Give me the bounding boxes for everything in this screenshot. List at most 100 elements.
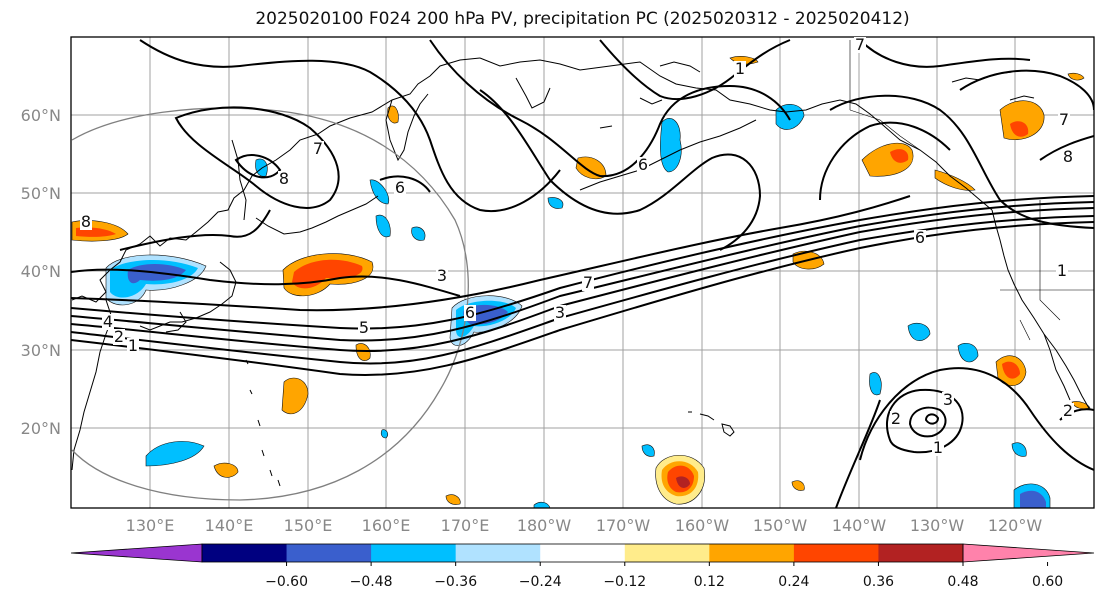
latitude-label: 50°N bbox=[21, 184, 61, 203]
longitude-label: 170°W bbox=[596, 516, 651, 535]
negative-anomaly-blob bbox=[533, 501, 551, 508]
contour-label-bg bbox=[394, 180, 406, 196]
contour-label: 8 bbox=[279, 169, 289, 188]
longitude-label: 170°E bbox=[441, 516, 490, 535]
negative-anomaly-blob bbox=[869, 372, 882, 396]
longitude-label: 140°E bbox=[205, 516, 254, 535]
positive-anomaly-blob bbox=[213, 462, 239, 478]
latitude-axis: 60°N 50°N 40°N 30°N 20°N bbox=[21, 106, 61, 438]
contour-label-bg bbox=[1062, 403, 1074, 419]
contour-label: 3 bbox=[555, 303, 565, 322]
longitude-label: 150°W bbox=[753, 516, 808, 535]
contour-label: 7 bbox=[583, 273, 593, 292]
positive-anomaly-blob bbox=[282, 253, 374, 297]
positive-anomaly-blob bbox=[445, 494, 461, 505]
colorbar-segment bbox=[624, 544, 710, 562]
contour-label-bg bbox=[932, 440, 944, 456]
colorbar-tick-label: −0.48 bbox=[350, 574, 393, 590]
contour-label: 2 bbox=[114, 327, 124, 346]
negative-anomaly-blob bbox=[411, 226, 426, 241]
contour-label-bg bbox=[127, 338, 139, 354]
contour-label-bg bbox=[278, 171, 290, 187]
contour-label: 7 bbox=[313, 139, 323, 158]
contour-label-bg bbox=[637, 157, 649, 173]
colorbar-segment bbox=[540, 544, 626, 562]
longitude-label: 120°W bbox=[988, 516, 1043, 535]
contour-label-bg bbox=[113, 329, 125, 345]
negative-anomaly-blob bbox=[660, 118, 682, 173]
latitude-label: 20°N bbox=[21, 419, 61, 438]
colorbar-segment bbox=[371, 544, 457, 562]
contour-label: 8 bbox=[1063, 147, 1073, 166]
contour-label-bg bbox=[942, 392, 954, 408]
positive-anomaly-blob bbox=[995, 355, 1027, 386]
contour-label-bg bbox=[1056, 263, 1068, 279]
longitude-label: 130°E bbox=[126, 516, 175, 535]
colorbar-tick-label: 0.36 bbox=[863, 574, 894, 590]
colorbar-segment bbox=[286, 544, 372, 562]
contour-label: 2 bbox=[1063, 401, 1073, 420]
contour-label-bg bbox=[734, 61, 746, 77]
colorbar: −0.60 −0.48 −0.36 −0.24 −0.12 0.12 0.24 0.36 0.4… bbox=[70, 543, 1095, 590]
political-boundaries bbox=[849, 40, 1094, 341]
contour-label-bg bbox=[890, 411, 902, 427]
colorbar-tick-label: 0.24 bbox=[778, 574, 809, 590]
negative-anomaly-blob bbox=[1013, 483, 1051, 508]
colorbar-tick-label: 0.60 bbox=[1032, 574, 1063, 590]
latitude-label: 60°N bbox=[21, 106, 61, 125]
colorbar-segment bbox=[202, 544, 288, 562]
negative-anomaly-blob bbox=[957, 343, 979, 363]
colorbar-segment bbox=[793, 544, 879, 562]
longitude-label: 140°W bbox=[832, 516, 887, 535]
colorbar-tick-label: −0.12 bbox=[603, 574, 646, 590]
contour-label: 2 bbox=[891, 409, 901, 428]
contour-label: 1 bbox=[933, 438, 943, 457]
contour-label-bg bbox=[102, 314, 114, 330]
negative-anomaly-blob bbox=[641, 444, 655, 457]
longitude-label: 150°E bbox=[284, 516, 333, 535]
positive-anomaly-blob bbox=[791, 480, 805, 491]
longitude-axis: 130°E 140°E 150°E 160°E 170°E 180°W 170°W 160°W… bbox=[126, 516, 1043, 535]
negative-anomaly-blob bbox=[145, 441, 205, 467]
contour-label-bg bbox=[80, 214, 92, 230]
colorbar-extend-high bbox=[962, 543, 1095, 563]
contour-label-bg bbox=[582, 275, 594, 291]
contour-label-bg bbox=[436, 268, 448, 284]
negative-anomaly-blob bbox=[380, 429, 388, 439]
negative-anomaly-blob bbox=[1011, 442, 1027, 457]
contour-label-bg bbox=[1062, 149, 1074, 165]
contour-label: 5 bbox=[359, 318, 369, 337]
colorbar-outline bbox=[201, 543, 964, 563]
negative-anomaly-blob bbox=[369, 179, 390, 205]
contour-label: 3 bbox=[943, 390, 953, 409]
positive-anomaly-blob bbox=[655, 455, 705, 505]
contour-label-bg bbox=[312, 141, 324, 157]
colorbar-segment bbox=[455, 544, 541, 562]
negative-anomaly-blob bbox=[907, 322, 931, 341]
longitude-label: 180°W bbox=[517, 516, 572, 535]
contour-label: 8 bbox=[81, 212, 91, 231]
positive-anomaly-blob bbox=[861, 142, 914, 177]
colorbar-tick-label: 0.12 bbox=[694, 574, 725, 590]
positive-anomaly-blob bbox=[999, 100, 1045, 141]
contour-label-bg bbox=[914, 230, 926, 246]
latitude-label: 30°N bbox=[21, 341, 61, 360]
contour-label: 6 bbox=[638, 155, 648, 174]
positive-anomaly-blob bbox=[281, 377, 309, 415]
plot-frame bbox=[70, 36, 1095, 509]
positive-anomaly-blob bbox=[355, 343, 371, 361]
longitude-label: 130°W bbox=[910, 516, 965, 535]
negative-anomaly-blob bbox=[255, 158, 268, 177]
colorbar-tick-label: 0.48 bbox=[947, 574, 978, 590]
contour-label-bg bbox=[358, 320, 370, 336]
contour-label: 3 bbox=[437, 266, 447, 285]
colorbar-segment bbox=[878, 544, 964, 562]
positive-anomaly-blob bbox=[1067, 72, 1085, 81]
colorbar-tick-label: −0.60 bbox=[265, 574, 308, 590]
contour-label-bg bbox=[854, 37, 866, 53]
contour-label: 7 bbox=[855, 35, 865, 54]
map-title: 2025020100 F024 200 hPa PV, precipitatio… bbox=[255, 9, 910, 29]
negative-anomaly-blob bbox=[547, 197, 564, 209]
